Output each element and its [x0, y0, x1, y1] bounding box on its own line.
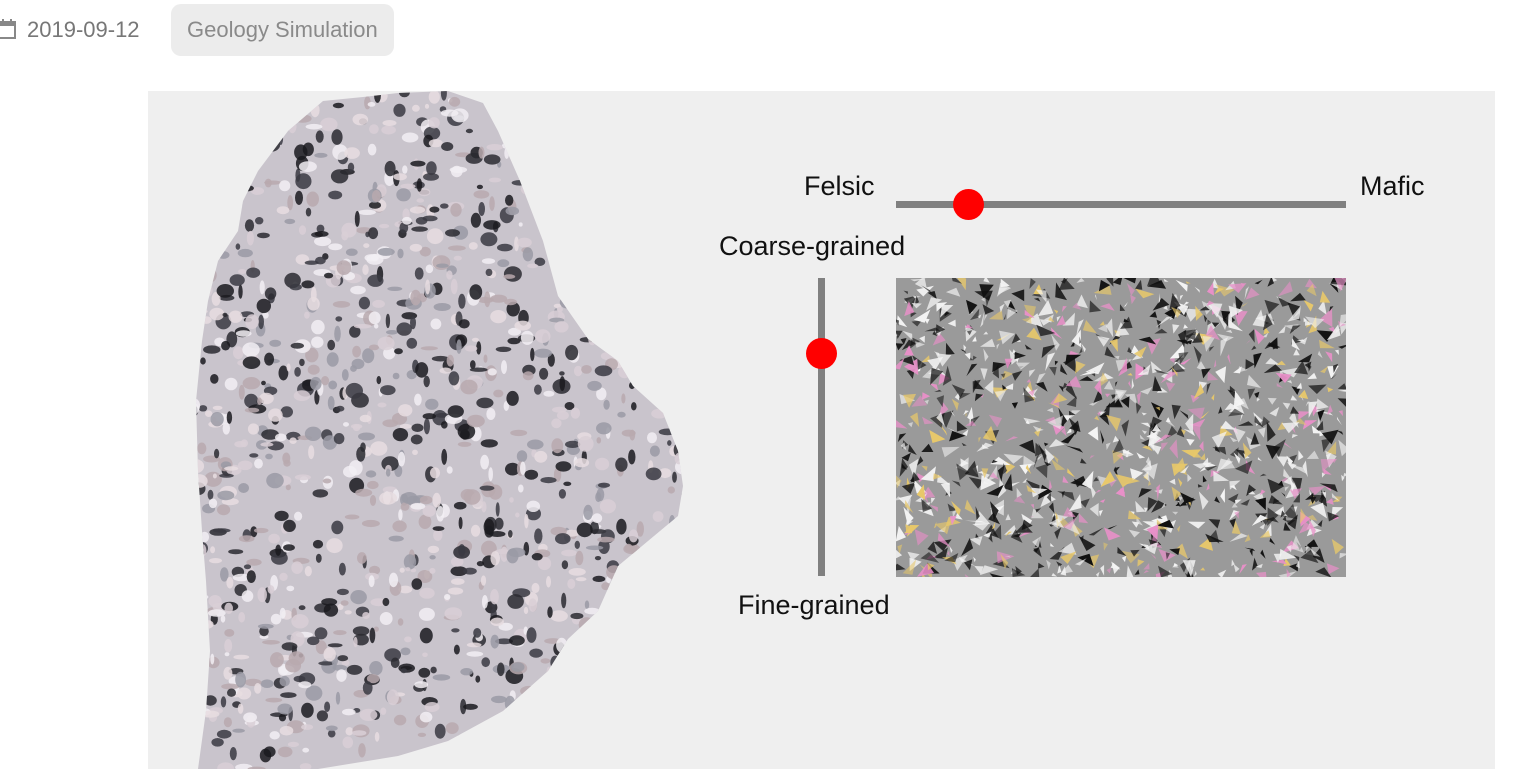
post-meta-bar: 2019-09-12 Geology Simulation: [0, 0, 1513, 62]
crystal-texture: [896, 278, 1346, 577]
simulation-stage: Felsic Mafic Coarse-grained Fine-grained: [148, 91, 1495, 769]
fine-grained-label: Fine-grained: [738, 590, 890, 620]
category-tag[interactable]: Geology Simulation: [171, 4, 394, 56]
composition-slider-track[interactable]: [896, 201, 1346, 208]
post-date: 2019-09-12: [27, 17, 140, 42]
rock-texture-preview: [896, 278, 1346, 577]
granite-rock-photo: [196, 91, 683, 769]
grain-size-slider-track[interactable]: [818, 278, 825, 576]
felsic-label: Felsic: [804, 171, 875, 201]
coarse-grained-label: Coarse-grained: [719, 231, 906, 261]
composition-slider-thumb[interactable]: [953, 189, 984, 220]
calendar-icon: [0, 19, 16, 39]
grain-size-slider-thumb[interactable]: [806, 337, 837, 369]
mafic-label: Mafic: [1360, 171, 1425, 201]
